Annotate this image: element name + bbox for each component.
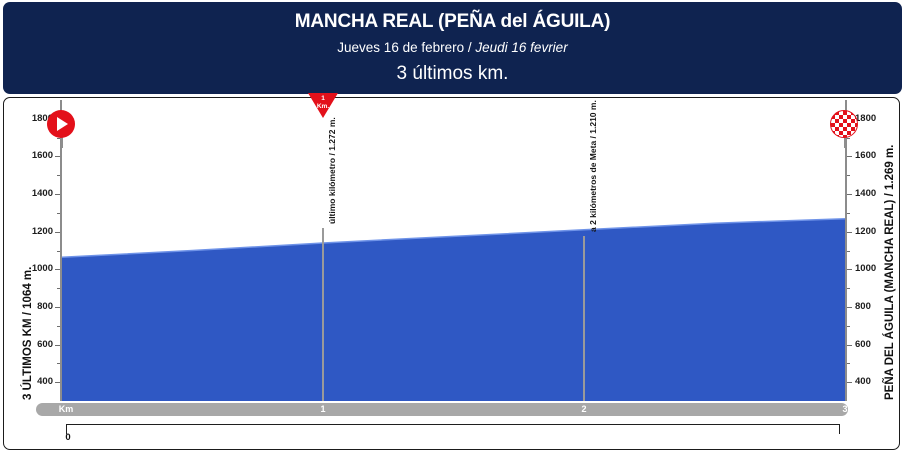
left-axis-minor-tick [57, 175, 60, 177]
left-axis-minor-tick [57, 288, 60, 290]
km-scale-label: Km [58, 404, 74, 414]
right-axis-tick-label: 600 [855, 338, 871, 350]
left-axis-tick [55, 231, 60, 233]
start-marker [47, 110, 77, 148]
left-axis-minor-tick [57, 212, 60, 214]
left-axis-line [60, 100, 62, 401]
right-axis-line [845, 100, 847, 401]
left-axis-tick [55, 382, 60, 384]
play-circle-icon [47, 110, 75, 138]
right-axis-tick-label: 1800 [855, 112, 877, 124]
left-axis-tick [55, 269, 60, 271]
last-kilometer-flag-number: 1 [321, 95, 325, 102]
right-axis-tick-label: 1200 [855, 225, 877, 237]
right-axis-minor-tick [847, 325, 850, 327]
left-axis-tick-label: 400 [37, 376, 53, 388]
bracket-start-label: 0 [65, 432, 71, 443]
left-axis-tick-label: 1600 [31, 150, 53, 162]
right-axis-tick [847, 194, 852, 196]
last-kilometer-flag-icon [308, 93, 338, 118]
distance-bracket [66, 424, 840, 434]
stage-header: MANCHA REAL (PEÑA del ÁGUILA) Jueves 16 … [3, 2, 902, 94]
right-axis-tick-label: 400 [855, 376, 871, 388]
stage-date-es: Jueves 16 de febrero [337, 40, 465, 55]
right-axis-tick [847, 344, 852, 346]
right-axis-tick [847, 269, 852, 271]
left-axis-tick [55, 344, 60, 346]
stage-date: Jueves 16 de febrero / Jeudi 16 fevrier [3, 40, 902, 55]
left-axis-tick-label: 1400 [31, 188, 53, 200]
left-axis-minor-tick [57, 250, 60, 252]
right-axis-title: PEÑA DEL ÁGUILA (MANCHA REAL) / 1.269 m. [884, 144, 896, 400]
elevation-profile-plot [62, 100, 845, 401]
checkered-flag-circle-icon [830, 110, 858, 138]
annotation-label: último kilómetro / 1.272 m. [327, 117, 337, 224]
right-axis-tick-label: 1600 [855, 150, 877, 162]
left-axis-tick [55, 306, 60, 308]
page-title: MANCHA REAL (PEÑA del ÁGUILA) [294, 11, 611, 32]
right-axis-minor-tick [847, 175, 850, 177]
stage-date-fr: Jeudi 16 fevrier [475, 40, 568, 55]
last-kilometer-flag-unit: Km. [316, 102, 330, 110]
left-axis-tick-label: 1000 [31, 263, 53, 275]
right-axis-tick [847, 306, 852, 308]
left-axis-tick-label: 800 [37, 300, 53, 312]
right-axis-tick-label: 1400 [855, 188, 877, 200]
elevation-area [62, 218, 845, 401]
km-scale-bar: Km 1 2 3 [36, 403, 848, 416]
left-axis-minor-tick [57, 325, 60, 327]
left-axis-minor-tick [57, 363, 60, 365]
right-axis-minor-tick [847, 137, 850, 139]
right-axis-tick-label: 1000 [855, 263, 877, 275]
right-axis-minor-tick [847, 212, 850, 214]
right-axis-tick [847, 231, 852, 233]
finish-marker [830, 110, 860, 148]
right-axis-minor-tick [847, 288, 850, 290]
left-axis-tick-label: 1200 [31, 225, 53, 237]
left-axis-tick-label: 1800 [31, 112, 53, 124]
last-kilometer-flag-text: 1 Km. [308, 95, 338, 110]
left-axis-tick [55, 194, 60, 196]
left-axis-minor-tick [57, 137, 60, 139]
km-scale-label: 3 [842, 404, 848, 414]
right-axis-minor-tick [847, 363, 850, 365]
annotation-line [322, 228, 324, 401]
stage-date-separator: / [464, 40, 476, 55]
right-axis-minor-tick [847, 250, 850, 252]
right-axis-tick [847, 382, 852, 384]
km-scale-label: 2 [581, 404, 587, 414]
annotation-label: a 2 kilómetros de Meta / 1.210 m. [588, 100, 598, 232]
left-axis-tick-label: 600 [37, 338, 53, 350]
km-scale-label: 1 [320, 404, 326, 414]
play-triangle-icon [57, 117, 68, 131]
annotation-line [583, 236, 585, 401]
start-marker-post [61, 136, 63, 148]
left-axis-title: 3 ÚLTIMOS KM / 1064 m. [22, 266, 34, 400]
left-axis-tick [55, 156, 60, 158]
finish-marker-post [844, 136, 846, 148]
elevation-line [62, 217, 845, 259]
stage-subtitle: 3 últimos km. [396, 63, 509, 84]
right-axis-tick-label: 800 [855, 300, 871, 312]
elevation-area-svg [62, 217, 845, 401]
right-axis-tick [847, 156, 852, 158]
